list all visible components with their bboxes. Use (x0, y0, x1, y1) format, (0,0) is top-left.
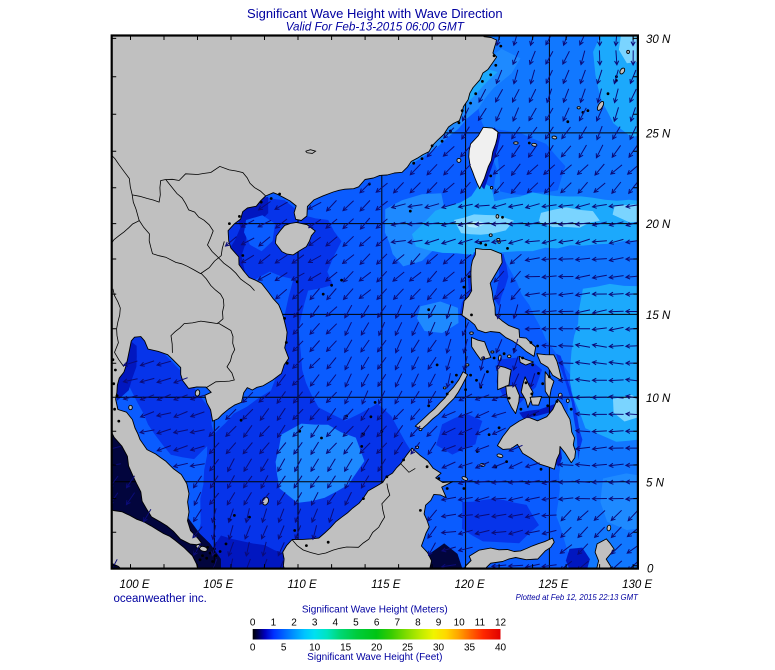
svg-text:15 N: 15 N (646, 310, 671, 322)
svg-text:Valid For Feb-13-2015 06:00 GM: Valid For Feb-13-2015 06:00 GMT (286, 20, 465, 33)
svg-text:oceanweather inc.: oceanweather inc. (114, 593, 207, 605)
svg-text:5: 5 (353, 618, 359, 629)
svg-text:10: 10 (309, 643, 321, 654)
svg-text:110 E: 110 E (287, 579, 317, 591)
svg-text:40: 40 (495, 643, 507, 654)
svg-text:0: 0 (250, 618, 256, 629)
svg-text:115 E: 115 E (371, 579, 401, 591)
svg-text:11: 11 (475, 618, 486, 629)
svg-text:Significant Wave Height with W: Significant Wave Height with Wave Direct… (247, 6, 503, 21)
svg-text:5: 5 (281, 643, 287, 654)
svg-text:105 E: 105 E (203, 579, 233, 591)
svg-text:25: 25 (402, 643, 414, 654)
svg-text:35: 35 (464, 643, 476, 654)
svg-text:1: 1 (271, 618, 277, 629)
svg-text:Significant Wave Height (Meter: Significant Wave Height (Meters) (302, 605, 448, 616)
svg-text:7: 7 (394, 618, 400, 629)
svg-text:20: 20 (371, 643, 383, 654)
svg-text:6: 6 (374, 618, 380, 629)
svg-text:10 N: 10 N (646, 393, 671, 405)
svg-text:3: 3 (312, 618, 318, 629)
svg-text:Plotted at Feb 12, 2015 22:13: Plotted at Feb 12, 2015 22:13 GMT (516, 593, 639, 602)
svg-text:130 E: 130 E (622, 579, 652, 591)
svg-text:30: 30 (433, 643, 445, 654)
svg-text:100 E: 100 E (119, 579, 149, 591)
svg-text:25 N: 25 N (645, 128, 671, 140)
svg-text:5 N: 5 N (646, 477, 665, 489)
svg-text:8: 8 (415, 618, 421, 629)
svg-text:12: 12 (495, 618, 507, 629)
svg-text:4: 4 (333, 618, 339, 629)
svg-text:125 E: 125 E (538, 579, 568, 591)
svg-text:20 N: 20 N (645, 219, 671, 231)
svg-text:30 N: 30 N (646, 34, 671, 46)
svg-text:2: 2 (291, 618, 297, 629)
svg-text:0: 0 (250, 643, 256, 654)
svg-text:9: 9 (436, 618, 442, 629)
svg-text:0: 0 (647, 564, 654, 576)
svg-text:Significant Wave Height (Feet): Significant Wave Height (Feet) (307, 652, 442, 663)
svg-text:120 E: 120 E (455, 579, 485, 591)
svg-text:10: 10 (454, 618, 466, 629)
svg-text:15: 15 (340, 643, 352, 654)
